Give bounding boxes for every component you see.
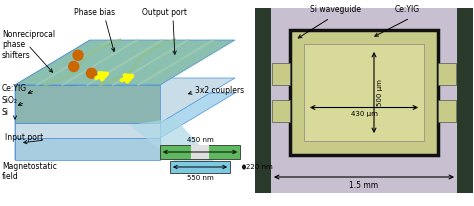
- Text: 450 nm: 450 nm: [187, 137, 213, 143]
- Text: Output port: Output port: [143, 8, 188, 17]
- Bar: [191, 145, 209, 159]
- Text: Magnetostatic
field: Magnetostatic field: [2, 162, 57, 181]
- Bar: [272, 100, 290, 122]
- Polygon shape: [15, 123, 160, 138]
- Bar: [170, 161, 230, 173]
- Text: 550 nm: 550 nm: [187, 175, 213, 181]
- Bar: [160, 145, 240, 159]
- Text: SiO₂: SiO₂: [2, 96, 18, 104]
- Bar: [304, 44, 424, 141]
- Text: 500 μm: 500 μm: [377, 79, 383, 106]
- Bar: [290, 30, 438, 155]
- Bar: [272, 63, 290, 85]
- Text: Phase bias: Phase bias: [74, 8, 116, 17]
- Polygon shape: [15, 78, 235, 123]
- Text: Si: Si: [2, 108, 9, 117]
- Bar: [438, 63, 456, 85]
- Text: 1.5 mm: 1.5 mm: [349, 181, 379, 190]
- Polygon shape: [15, 40, 90, 160]
- Bar: [255, 8, 473, 193]
- Circle shape: [73, 50, 83, 60]
- Bar: [255, 8, 271, 193]
- Text: 3x2 couplers: 3x2 couplers: [195, 85, 244, 95]
- Circle shape: [69, 62, 79, 71]
- Text: Si waveguide: Si waveguide: [310, 5, 361, 14]
- Polygon shape: [130, 118, 220, 168]
- Text: 220 nm: 220 nm: [246, 164, 273, 170]
- Polygon shape: [15, 40, 235, 85]
- Text: Ce:YIG: Ce:YIG: [395, 5, 420, 14]
- Text: Ce:YIG: Ce:YIG: [2, 83, 27, 92]
- Text: Input port: Input port: [5, 133, 43, 143]
- Polygon shape: [15, 93, 235, 138]
- Polygon shape: [15, 138, 160, 160]
- Circle shape: [86, 68, 97, 78]
- Polygon shape: [15, 85, 160, 123]
- Bar: [438, 100, 456, 122]
- Text: 430 μm: 430 μm: [351, 110, 377, 117]
- Text: Nonreciprocal
phase
shifters: Nonreciprocal phase shifters: [2, 30, 55, 60]
- Bar: [457, 8, 473, 193]
